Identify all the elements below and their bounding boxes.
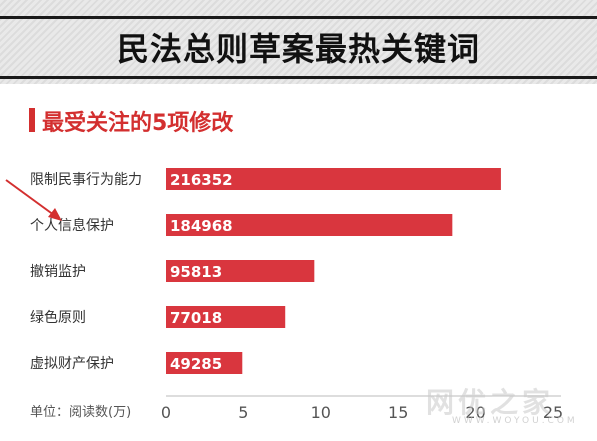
category-label: 限制民事行为能力 (30, 172, 142, 188)
category-label: 绿色原则 (30, 309, 86, 326)
value-label: 216352 (170, 171, 233, 189)
bar (166, 168, 501, 190)
x-axis-unit-label: 单位：阅读数(万) (30, 405, 131, 420)
bar (166, 306, 286, 328)
bar (166, 260, 315, 282)
page-title: 民法总则草案最热关键词 (116, 30, 480, 68)
category-label: 虚拟财产保护 (30, 356, 114, 372)
x-tick-label: 20 (465, 403, 485, 422)
header-rule-bottom (0, 76, 597, 79)
x-tick-label: 25 (543, 403, 563, 422)
x-tick-label: 15 (388, 403, 408, 422)
watermark-logo: 网优之家 (426, 386, 555, 419)
value-label: 77018 (170, 309, 222, 327)
x-tick-label: 10 (311, 403, 331, 422)
x-tick-label: 5 (238, 403, 248, 422)
category-label: 个人信息保护 (30, 217, 114, 234)
value-label: 95813 (170, 263, 222, 281)
header-band (0, 0, 597, 84)
subtitle-accent-bar (29, 108, 35, 132)
value-label: 184968 (170, 217, 233, 235)
x-tick-label: 0 (161, 403, 171, 422)
value-label: 49285 (170, 355, 222, 373)
category-label: 撤销监护 (30, 264, 86, 280)
bar (166, 352, 243, 374)
chart-subtitle: 最受关注的5项修改 (42, 111, 234, 136)
bar (166, 214, 453, 236)
header-rule-top (0, 16, 597, 19)
watermark-url: WWW.WOYOU.COM (452, 416, 578, 426)
